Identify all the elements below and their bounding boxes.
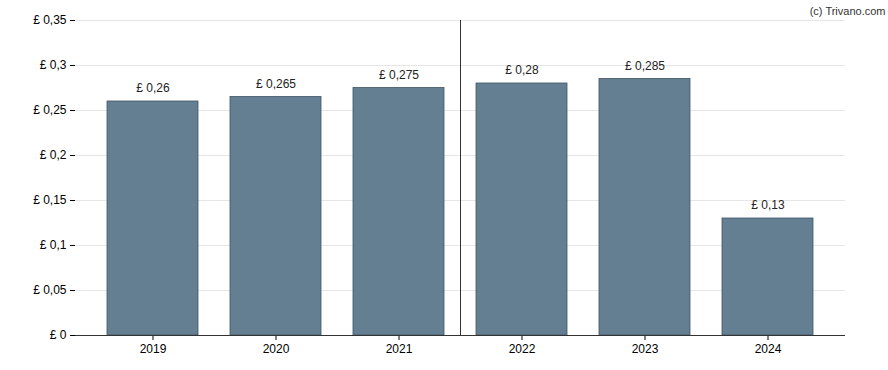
svg-text:2019: 2019: [140, 342, 167, 356]
svg-text:£ 0,28: £ 0,28: [505, 63, 539, 77]
svg-text:£ 0,15: £ 0,15: [33, 193, 67, 207]
svg-text:£ 0: £ 0: [50, 328, 67, 342]
svg-text:£ 0,26: £ 0,26: [136, 81, 170, 95]
svg-text:£ 0,285: £ 0,285: [625, 59, 665, 73]
svg-text:2020: 2020: [263, 342, 290, 356]
svg-text:2023: 2023: [632, 342, 659, 356]
svg-text:£ 0,2: £ 0,2: [40, 148, 67, 162]
svg-text:£ 0,1: £ 0,1: [40, 238, 67, 252]
svg-text:£ 0,265: £ 0,265: [256, 77, 296, 91]
svg-text:(c) Trivano.com: (c) Trivano.com: [810, 5, 886, 17]
svg-text:£ 0,35: £ 0,35: [33, 13, 67, 27]
svg-text:£ 0,25: £ 0,25: [33, 103, 67, 117]
svg-text:£ 0,05: £ 0,05: [33, 283, 67, 297]
svg-text:£ 0,275: £ 0,275: [379, 68, 419, 82]
svg-text:£ 0,3: £ 0,3: [40, 58, 67, 72]
svg-text:2024: 2024: [755, 342, 782, 356]
svg-text:£ 0,13: £ 0,13: [751, 198, 785, 212]
svg-text:2022: 2022: [509, 342, 536, 356]
svg-text:2021: 2021: [386, 342, 413, 356]
